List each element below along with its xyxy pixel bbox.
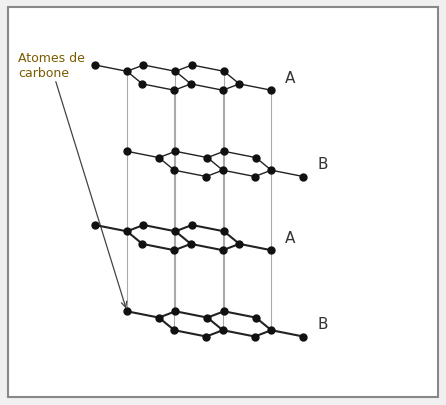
Text: A: A <box>285 230 296 245</box>
FancyBboxPatch shape <box>8 8 438 397</box>
Text: B: B <box>317 157 328 172</box>
Text: B: B <box>317 317 328 332</box>
Text: A: A <box>285 71 296 86</box>
Text: Atomes de
carbone: Atomes de carbone <box>18 52 85 80</box>
